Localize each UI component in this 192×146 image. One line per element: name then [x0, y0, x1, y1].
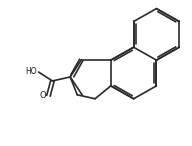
- Text: HO: HO: [25, 67, 36, 75]
- Text: O: O: [40, 91, 46, 100]
